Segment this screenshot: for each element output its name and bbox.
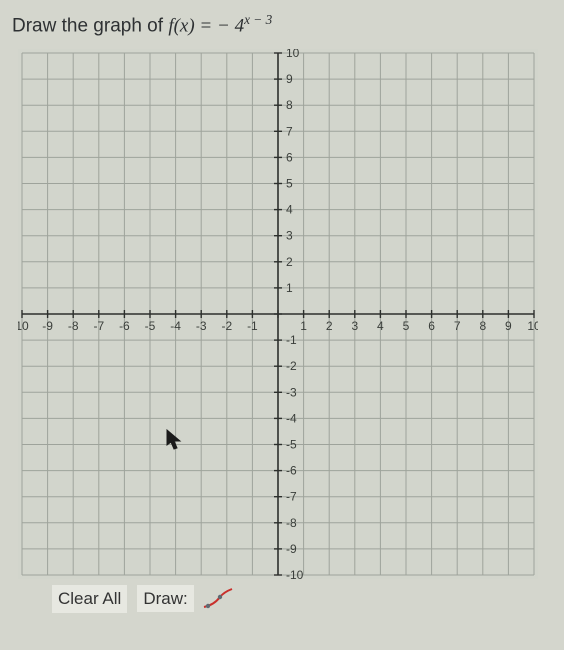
graph-area[interactable]: 10-9-8-7-6-5-4-3-2-112345678910109876543…: [18, 49, 552, 579]
svg-text:-6: -6: [286, 464, 297, 478]
svg-text:-4: -4: [170, 319, 181, 333]
clear-all-button[interactable]: Clear All: [52, 585, 127, 613]
svg-text:9: 9: [286, 72, 293, 86]
svg-text:-7: -7: [93, 319, 104, 333]
svg-text:6: 6: [428, 319, 435, 333]
svg-text:4: 4: [377, 319, 384, 333]
svg-text:-10: -10: [286, 568, 304, 579]
svg-text:8: 8: [479, 319, 486, 333]
svg-text:-9: -9: [42, 319, 53, 333]
svg-text:2: 2: [286, 255, 293, 269]
svg-text:1: 1: [286, 281, 293, 295]
prompt-function: f(x) = − 4: [168, 15, 244, 36]
svg-text:10: 10: [527, 319, 538, 333]
controls-bar: Clear All Draw:: [12, 585, 552, 613]
prompt-text: Draw the graph of f(x) = − 4x − 3: [12, 12, 552, 37]
prompt-exponent: x − 3: [244, 12, 272, 27]
draw-tool-curve[interactable]: [202, 587, 236, 611]
svg-text:10: 10: [286, 49, 300, 60]
svg-text:-1: -1: [286, 333, 297, 347]
draw-label: Draw:: [137, 585, 193, 612]
svg-text:-8: -8: [286, 516, 297, 530]
svg-text:-3: -3: [196, 319, 207, 333]
svg-text:6: 6: [286, 151, 293, 165]
svg-text:-9: -9: [286, 542, 297, 556]
svg-text:-6: -6: [119, 319, 130, 333]
svg-text:2: 2: [326, 319, 333, 333]
svg-text:3: 3: [351, 319, 358, 333]
svg-text:1: 1: [300, 319, 307, 333]
svg-text:-5: -5: [286, 438, 297, 452]
svg-text:-4: -4: [286, 412, 297, 426]
svg-text:7: 7: [286, 125, 293, 139]
svg-text:10: 10: [18, 319, 29, 333]
svg-text:5: 5: [286, 177, 293, 191]
svg-text:7: 7: [454, 319, 461, 333]
svg-text:-3: -3: [286, 386, 297, 400]
svg-text:5: 5: [403, 319, 410, 333]
coordinate-grid[interactable]: 10-9-8-7-6-5-4-3-2-112345678910109876543…: [18, 49, 538, 579]
prompt-prefix: Draw the graph of: [12, 15, 168, 36]
svg-text:3: 3: [286, 229, 293, 243]
svg-text:-1: -1: [247, 319, 258, 333]
svg-text:-2: -2: [286, 360, 297, 374]
svg-text:-5: -5: [145, 319, 156, 333]
svg-text:9: 9: [505, 319, 512, 333]
svg-text:4: 4: [286, 203, 293, 217]
svg-text:8: 8: [286, 99, 293, 113]
svg-text:-2: -2: [221, 319, 232, 333]
svg-text:-7: -7: [286, 490, 297, 504]
svg-text:-8: -8: [68, 319, 79, 333]
